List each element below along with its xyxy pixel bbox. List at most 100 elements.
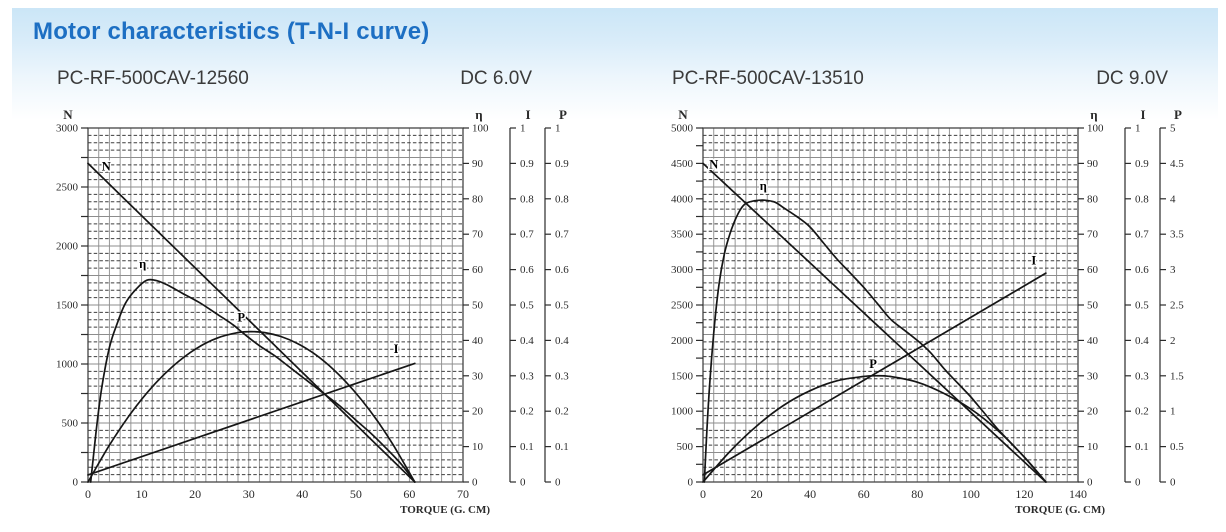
svg-text:2000: 2000 xyxy=(56,241,79,253)
svg-text:0: 0 xyxy=(700,487,706,501)
svg-text:1: 1 xyxy=(1170,406,1176,418)
svg-text:30: 30 xyxy=(1087,370,1099,382)
svg-text:2.5: 2.5 xyxy=(1170,300,1184,312)
voltage-label-right: DC 9.0V xyxy=(1096,68,1168,89)
series-label-P: P xyxy=(237,311,245,325)
svg-text:I: I xyxy=(525,107,530,122)
svg-text:0.8: 0.8 xyxy=(555,193,569,205)
svg-text:1.5: 1.5 xyxy=(1170,370,1184,382)
svg-text:0.5: 0.5 xyxy=(520,300,534,312)
series-I xyxy=(702,272,1047,476)
header-gradient xyxy=(12,8,1218,120)
series-P xyxy=(702,374,1047,483)
svg-text:40: 40 xyxy=(1087,335,1099,347)
series-label-N: N xyxy=(102,159,111,173)
tni-chart-left: 050010001500200025003000N010203040506070… xyxy=(56,107,569,516)
series-label-N: N xyxy=(709,157,718,171)
svg-text:0.7: 0.7 xyxy=(555,229,569,241)
svg-text:60: 60 xyxy=(858,487,870,501)
svg-text:3500: 3500 xyxy=(671,229,694,241)
voltage-label-left: DC 6.0V xyxy=(460,68,532,89)
curves: Nη P I xyxy=(702,156,1047,483)
svg-text:0: 0 xyxy=(520,477,526,489)
svg-text:1500: 1500 xyxy=(671,370,694,382)
svg-text:N: N xyxy=(63,107,73,122)
svg-text:100: 100 xyxy=(472,123,489,135)
svg-text:3.5: 3.5 xyxy=(1170,229,1184,241)
svg-text:0.3: 0.3 xyxy=(555,370,569,382)
svg-text:0.6: 0.6 xyxy=(520,264,534,276)
svg-text:0.9: 0.9 xyxy=(520,158,534,170)
svg-text:2500: 2500 xyxy=(671,300,694,312)
svg-text:0.6: 0.6 xyxy=(1135,264,1149,276)
svg-text:120: 120 xyxy=(1015,487,1033,501)
svg-text:4.5: 4.5 xyxy=(1170,158,1184,170)
svg-text:0.1: 0.1 xyxy=(520,441,534,453)
svg-text:40: 40 xyxy=(804,487,816,501)
svg-text:20: 20 xyxy=(189,487,201,501)
svg-text:500: 500 xyxy=(677,441,694,453)
svg-text:0.3: 0.3 xyxy=(520,370,534,382)
chart-block-left: PC-RF-500CAV-12560 DC 6.0V 0 500 1000 1500 2… xyxy=(30,68,620,530)
series-η xyxy=(703,199,1047,483)
svg-text:0.4: 0.4 xyxy=(1135,335,1149,347)
series-N xyxy=(87,162,416,483)
svg-text:10: 10 xyxy=(1087,441,1099,453)
svg-text:80: 80 xyxy=(911,487,923,501)
svg-text:1000: 1000 xyxy=(56,359,79,371)
svg-text:1: 1 xyxy=(520,123,526,135)
axes: 0500100015002000250030003500400045005000… xyxy=(671,107,1184,516)
svg-text:0.7: 0.7 xyxy=(520,229,534,241)
svg-text:0: 0 xyxy=(73,477,79,489)
svg-text:50: 50 xyxy=(350,487,362,501)
svg-text:2: 2 xyxy=(1170,335,1176,347)
svg-text:0.4: 0.4 xyxy=(520,335,534,347)
chart-block-right: PC-RF-500CAV-13510 DC 9.0V 0 500 1000 1500 2… xyxy=(645,68,1226,530)
svg-text:4500: 4500 xyxy=(671,158,694,170)
svg-text:3: 3 xyxy=(1170,264,1176,276)
svg-text:0.2: 0.2 xyxy=(520,406,534,418)
model-label-left: PC-RF-500CAV-12560 xyxy=(57,68,249,89)
axes: 050010001500200025003000N010203040506070… xyxy=(56,107,569,516)
svg-text:TORQUE (G. CM): TORQUE (G. CM) xyxy=(400,504,490,516)
model-label-right: PC-RF-500CAV-13510 xyxy=(672,68,864,89)
svg-text:4: 4 xyxy=(1170,193,1176,205)
svg-text:5000: 5000 xyxy=(671,123,694,135)
series-N xyxy=(702,162,1047,483)
svg-text:0.8: 0.8 xyxy=(520,193,534,205)
svg-text:0.3: 0.3 xyxy=(1135,370,1149,382)
svg-text:90: 90 xyxy=(472,158,484,170)
svg-text:0.5: 0.5 xyxy=(1170,441,1184,453)
svg-text:90: 90 xyxy=(1087,158,1099,170)
svg-text:0.1: 0.1 xyxy=(555,441,569,453)
svg-text:I: I xyxy=(1140,107,1145,122)
svg-text:100: 100 xyxy=(1087,123,1104,135)
svg-text:10: 10 xyxy=(136,487,148,501)
svg-text:0.1: 0.1 xyxy=(1135,441,1149,453)
svg-text:0.6: 0.6 xyxy=(555,264,569,276)
grid xyxy=(88,128,463,482)
svg-text:40: 40 xyxy=(472,335,484,347)
svg-text:0.9: 0.9 xyxy=(1135,158,1149,170)
series-label-η: η xyxy=(139,257,146,271)
svg-text:70: 70 xyxy=(457,487,469,501)
svg-text:0.5: 0.5 xyxy=(1135,300,1149,312)
tni-chart-right: 0500100015002000250030003500400045005000… xyxy=(671,107,1184,516)
series-label-η: η xyxy=(760,179,767,193)
svg-text:70: 70 xyxy=(472,229,484,241)
series-I xyxy=(87,362,416,476)
svg-text:0: 0 xyxy=(1135,477,1141,489)
chart-header-left: PC-RF-500CAV-12560 DC 6.0V xyxy=(30,68,620,100)
svg-text:TORQUE (G. CM): TORQUE (G. CM) xyxy=(1015,504,1105,516)
series-P xyxy=(87,330,416,483)
svg-text:1000: 1000 xyxy=(671,406,694,418)
svg-text:10: 10 xyxy=(472,441,484,453)
svg-text:0.9: 0.9 xyxy=(555,158,569,170)
svg-text:0.5: 0.5 xyxy=(555,300,569,312)
series-label-P: P xyxy=(869,357,877,371)
svg-text:20: 20 xyxy=(472,406,484,418)
svg-text:N: N xyxy=(678,107,688,122)
svg-text:20: 20 xyxy=(751,487,763,501)
svg-text:5: 5 xyxy=(1170,123,1176,135)
svg-text:80: 80 xyxy=(1087,193,1099,205)
